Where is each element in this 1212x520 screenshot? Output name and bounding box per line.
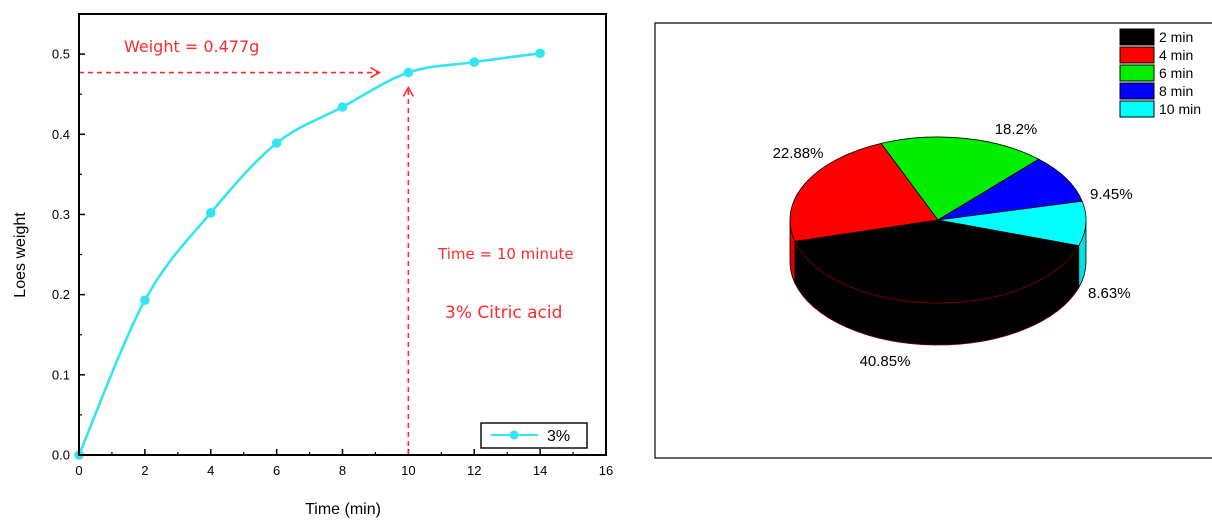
pie-slice-top — [789, 142, 939, 242]
pie-legend-label: 8 min — [1159, 83, 1193, 99]
series-points-3pct — [74, 48, 545, 460]
x-tick-label: 0 — [75, 463, 82, 478]
pie-labels: 40.85% 22.88% 18.2% 9.45% 8.63% — [773, 121, 1133, 370]
x-tick-label: 2 — [141, 463, 148, 478]
data-point — [271, 138, 282, 148]
pie-legend-swatch — [1119, 64, 1155, 82]
pie-legend-swatch — [1119, 46, 1155, 64]
pie-slices — [789, 136, 1087, 346]
pie-chart: 40.85% 22.88% 18.2% 9.45% 8.63% 2 min 4 min 6 … — [654, 22, 1212, 459]
y-axis-label: Loes weight — [12, 212, 29, 298]
x-tick-label: 4 — [207, 463, 214, 478]
pie-legend-swatch — [1119, 28, 1155, 46]
y-tick-label: 0.3 — [52, 207, 70, 222]
pie-legend-swatch — [1119, 100, 1155, 118]
line-legend-marker — [509, 430, 519, 440]
data-point — [535, 48, 545, 59]
y-tick-label: 0.2 — [52, 287, 70, 302]
line-chart-legend: 3% — [480, 422, 588, 449]
data-point — [403, 67, 414, 78]
x-tick-label: 16 — [599, 463, 613, 478]
pie-slice-label: 22.88% — [773, 145, 824, 162]
pie-legend-label: 10 min — [1159, 101, 1201, 117]
pie-chart-frame — [654, 22, 1212, 459]
x-tick-label: 10 — [401, 463, 415, 478]
data-point — [337, 102, 348, 112]
line-chart: 0 2 4 6 8 10 12 14 16 0.0 0.1 0.2 0.3 0.4 0.5 Weight =… — [12, 13, 613, 518]
time-annotation: Time = 10 minute — [437, 245, 574, 263]
x-axis-label: Time (min) — [305, 501, 381, 518]
line-plot-frame — [78, 13, 607, 456]
x-tick-label: 14 — [533, 463, 547, 478]
y-tick-label: 0.4 — [52, 127, 70, 142]
pie-legend-label: 2 min — [1159, 29, 1193, 45]
weight-annotation: Weight = 0.477g — [124, 37, 259, 56]
pie-legend-label: 4 min — [1159, 47, 1193, 63]
data-point — [140, 295, 150, 306]
pie-legend: 2 min 4 min 6 min 8 min 10 min — [1119, 28, 1201, 118]
pie-slice-top — [794, 219, 1080, 304]
line-chart-annotations: Weight = 0.477g Time = 10 minute 3% Citr… — [79, 37, 574, 455]
data-point — [205, 208, 216, 218]
pie-slice-label: 40.85% — [860, 353, 911, 370]
pie-legend-swatch — [1119, 82, 1155, 100]
time-guide-arrowhead — [402, 85, 415, 97]
pie-legend-label: 6 min — [1159, 65, 1193, 81]
x-tick-label: 6 — [273, 463, 280, 478]
pie-slice-top — [937, 158, 1083, 221]
weight-guide-arrowhead — [369, 66, 382, 79]
x-tick-label: 12 — [467, 463, 481, 478]
data-point — [469, 57, 480, 67]
acid-annotation: 3% Citric acid — [445, 303, 562, 323]
x-tick-label: 8 — [339, 463, 346, 478]
pie-slice-top — [880, 136, 1040, 221]
pie-slice-label: 9.45% — [1090, 186, 1133, 203]
pie-slice-label: 18.2% — [995, 121, 1038, 138]
y-tick-label: 0.5 — [52, 47, 70, 62]
pie-slice-label: 8.63% — [1088, 285, 1131, 302]
line-legend-label: 3% — [547, 428, 570, 445]
y-tick-label: 0.0 — [52, 448, 70, 463]
pie-slice-top — [937, 200, 1087, 247]
y-tick-label: 0.1 — [52, 367, 70, 382]
